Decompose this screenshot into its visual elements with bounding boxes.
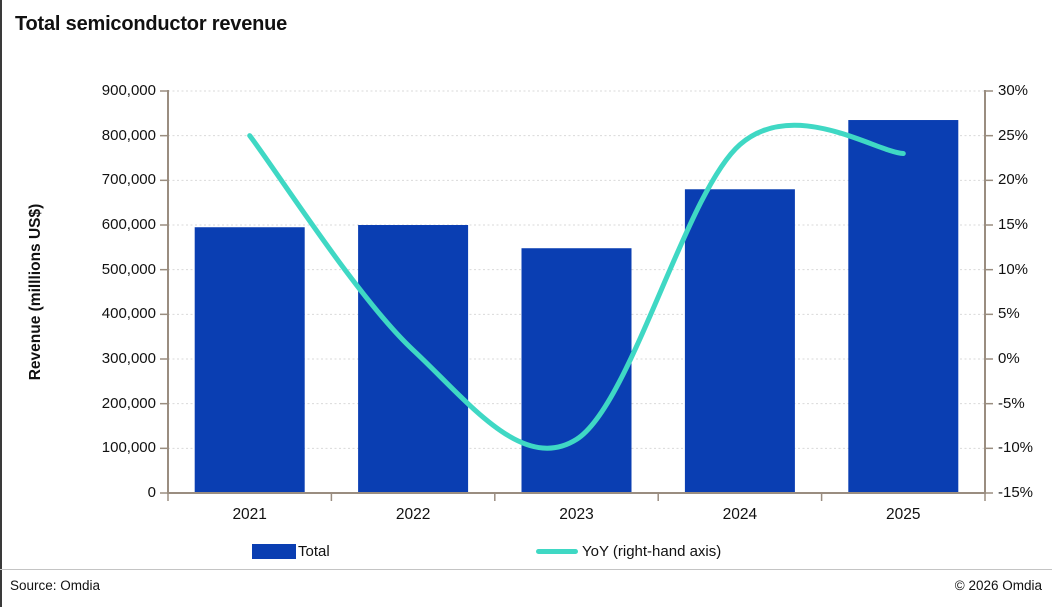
bar-2024 <box>684 189 795 493</box>
right-axis-tick-label: -5% <box>998 394 1025 412</box>
chart-title: Total semiconductor revenue <box>15 13 288 35</box>
x-axis-category-label: 2024 <box>722 506 758 523</box>
source-note: Source: Omdia <box>10 578 101 593</box>
bar-2025 <box>848 120 959 494</box>
right-axis-tick-label: 30% <box>998 82 1029 99</box>
right-axis-tick-label: -15% <box>998 484 1034 501</box>
right-axis-tick-label: 5% <box>998 305 1020 323</box>
bar-2023 <box>521 248 632 493</box>
yoy-line <box>247 122 906 451</box>
legend-item-yoy: YoY (right-hand axis) <box>536 542 721 560</box>
legend-label-total: Total <box>298 542 330 560</box>
left-axis-tick-label: 700,000 <box>101 171 156 189</box>
right-axis-tick-label: 0% <box>998 350 1020 367</box>
left-axis-tick-label: 500,000 <box>101 260 156 278</box>
left-axis-tick-label: 0 <box>147 484 156 501</box>
yoy-legend-swatch-icon <box>536 548 578 554</box>
left-axis-tick-label: 400,000 <box>101 305 156 323</box>
x-axis-category-label: 2025 <box>886 506 921 523</box>
left-axis-tick-label: 100,000 <box>101 439 156 457</box>
left-axis-tick-label: 600,000 <box>101 216 156 233</box>
x-axis-category-label: 2022 <box>395 506 431 523</box>
right-axis-tick-label: 15% <box>998 216 1029 233</box>
x-axis-category-label: 2023 <box>559 506 594 523</box>
total-legend-swatch-icon <box>252 543 296 559</box>
copyright-note: © 2026 Omdia <box>954 578 1042 593</box>
bar-2021 <box>194 227 305 493</box>
legend-item-total: Total <box>252 542 330 560</box>
right-axis-tick-label: 10% <box>998 260 1029 278</box>
left-axis-tick-label: 800,000 <box>101 126 156 144</box>
legend-label-yoy: YoY (right-hand axis) <box>582 542 722 560</box>
left-axis-tick-label: 300,000 <box>101 350 156 367</box>
bar-2022 <box>358 225 469 493</box>
x-axis-category-label: 2021 <box>232 506 267 523</box>
right-axis-tick-label: 20% <box>998 171 1029 189</box>
page-left-border <box>0 0 2 607</box>
footer-divider <box>0 569 1052 570</box>
right-axis-tick-label: -10% <box>998 439 1034 457</box>
left-axis-tick-label: 900,000 <box>101 82 156 99</box>
right-axis-tick-label: 25% <box>998 126 1029 144</box>
left-axis-tick-label: 200,000 <box>101 394 156 412</box>
